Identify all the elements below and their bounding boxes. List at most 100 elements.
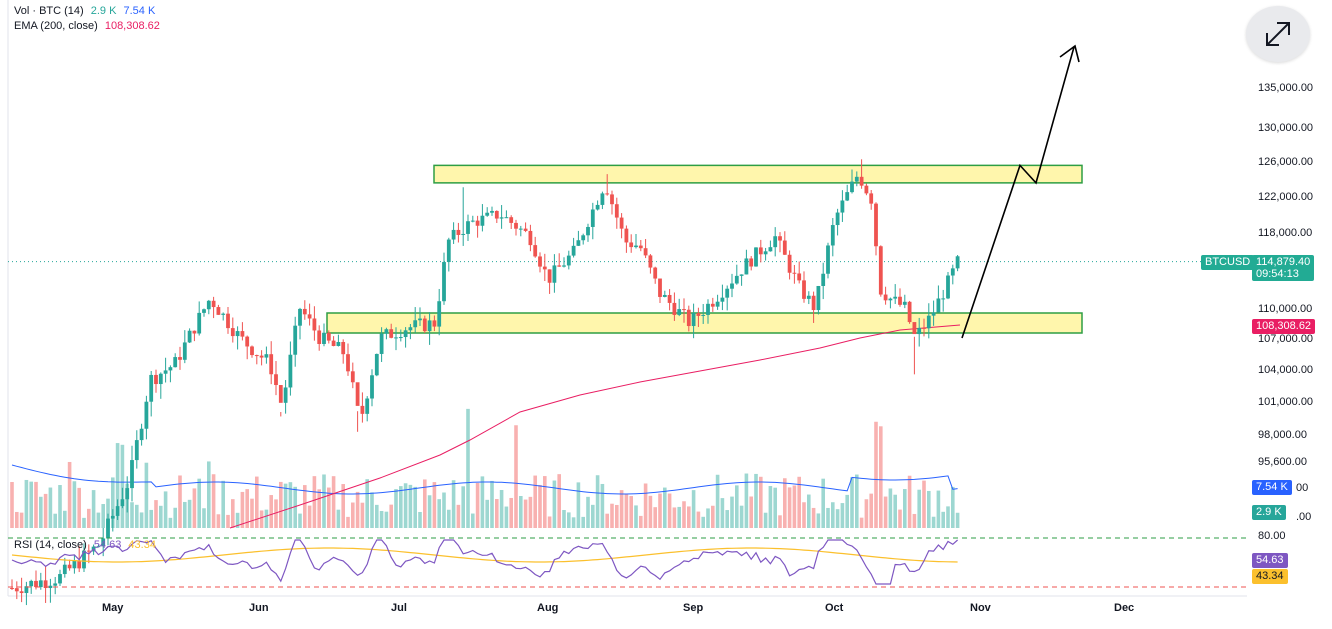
candle-body	[302, 308, 307, 315]
last-price-value: 114,879.40	[1256, 256, 1311, 268]
volume-bar	[499, 489, 504, 528]
volume-bar	[667, 493, 672, 528]
volume-bar	[216, 514, 221, 528]
candle-body	[475, 220, 480, 226]
volume-bar	[538, 484, 542, 528]
volume-bar	[802, 502, 806, 528]
candle-body	[682, 309, 686, 311]
candle-body	[446, 239, 451, 263]
volume-bar	[384, 511, 389, 528]
candle-body	[34, 580, 38, 588]
volume-bar	[67, 461, 72, 528]
volume-bar	[360, 502, 365, 528]
volume-bar	[264, 509, 269, 528]
volume-bar	[231, 499, 235, 528]
volume-bar	[797, 476, 801, 528]
volume-bar	[543, 476, 547, 528]
candle-body	[235, 331, 240, 337]
candle-body	[254, 355, 259, 357]
volume-bar	[24, 479, 29, 528]
expand-button[interactable]	[1246, 6, 1310, 62]
candle-body	[720, 297, 725, 302]
candle-body	[874, 203, 878, 247]
volume-bar	[307, 505, 312, 528]
candle-body	[811, 295, 816, 311]
volume-bar	[101, 504, 105, 528]
volume-bar	[461, 486, 465, 528]
volume-bar	[82, 517, 86, 528]
candle-body	[144, 401, 149, 429]
candle-body	[379, 333, 384, 354]
volume-bar	[955, 512, 960, 528]
candle-body	[197, 312, 202, 334]
candle-body	[192, 330, 197, 334]
candle-body	[595, 204, 600, 210]
volume-bar	[643, 483, 648, 528]
volume-bar	[514, 425, 518, 528]
candle-body	[816, 285, 821, 311]
candle-body	[734, 275, 739, 284]
volume-bar	[639, 515, 643, 528]
candle-body	[835, 212, 840, 226]
candle-body	[130, 460, 134, 489]
candle-body	[706, 303, 710, 315]
candle-body	[739, 274, 744, 276]
candle-body	[67, 564, 72, 569]
candle-body	[422, 318, 427, 332]
volume-bar	[394, 489, 398, 528]
candle-body	[106, 518, 110, 539]
candle-body	[96, 546, 101, 548]
volume-bar	[552, 480, 557, 528]
volume-bar	[447, 509, 451, 528]
volume-bar	[859, 517, 864, 528]
volume-bar	[571, 517, 576, 528]
candle-body	[883, 294, 888, 301]
volume-bar	[279, 481, 283, 528]
volume-bar	[322, 474, 326, 528]
volume-bar	[879, 426, 883, 528]
volume-bar	[907, 475, 912, 528]
candle-body	[221, 313, 226, 315]
candle-body	[864, 185, 869, 194]
candle-body	[605, 193, 610, 195]
volume-bar	[178, 475, 182, 528]
candle-body	[557, 265, 562, 267]
volume-bar	[58, 485, 62, 528]
candle-body	[912, 322, 917, 335]
last-price-badge: 114,879.40 09:54:13	[1252, 255, 1315, 281]
candle-body	[394, 337, 398, 339]
candle-body	[461, 233, 466, 235]
candle-body	[178, 357, 182, 360]
candle-body	[566, 255, 571, 266]
volume-bar	[624, 493, 629, 528]
candle-body	[77, 560, 82, 569]
candle-body	[331, 340, 336, 346]
volume-bar	[533, 475, 537, 528]
price-tick-label: 00	[1296, 482, 1308, 494]
volume-bar	[346, 516, 350, 528]
volume-bar	[663, 487, 667, 528]
candle-body	[398, 337, 403, 339]
candle-body	[571, 245, 576, 256]
volume-bar	[595, 475, 600, 528]
projection-arrow-line	[961, 46, 1075, 339]
volume-bar	[754, 473, 758, 528]
candle-body	[269, 354, 274, 375]
candle-body	[802, 280, 806, 299]
volume-bar	[442, 492, 446, 528]
candle-body	[893, 296, 898, 299]
volume-bar	[567, 512, 571, 528]
volume-bar	[831, 502, 835, 528]
candle-body	[576, 240, 581, 246]
price-tick-label: 126,000.00	[1258, 156, 1313, 168]
volume-bar	[408, 484, 413, 528]
candle-body	[797, 273, 802, 281]
month-label: Dec	[1114, 602, 1134, 614]
candle-body	[182, 342, 187, 360]
candle-body	[120, 499, 125, 507]
price-tick-label: 110,000.00	[1258, 303, 1312, 315]
candle-body	[806, 295, 811, 299]
volume-bar	[591, 504, 595, 528]
